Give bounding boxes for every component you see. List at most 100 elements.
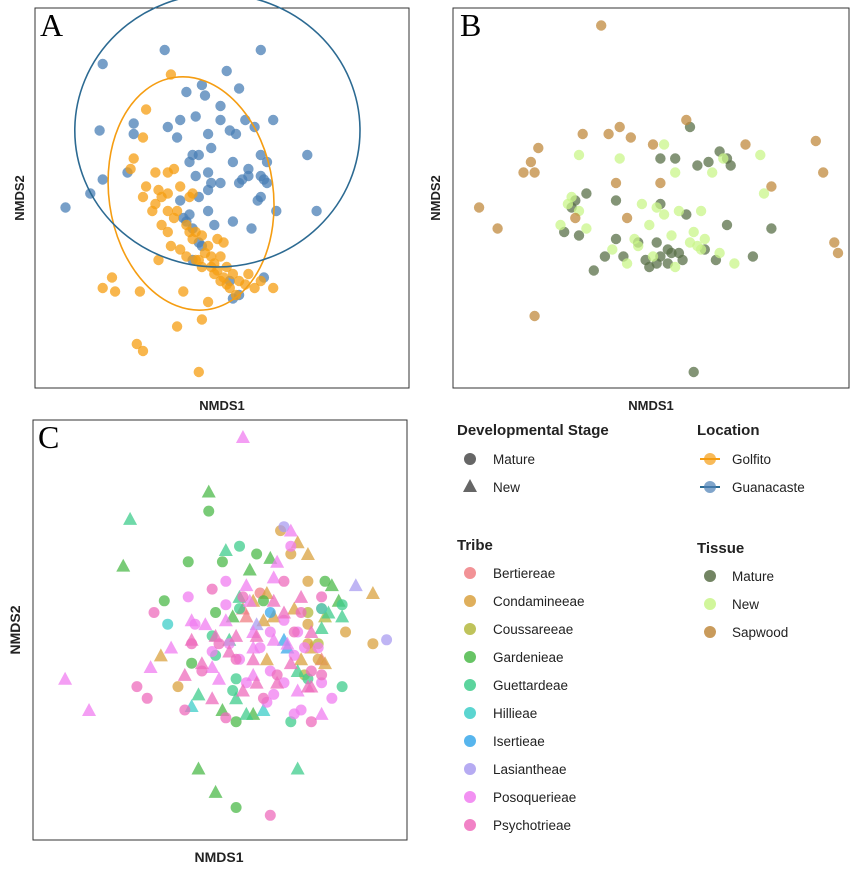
legend-tribe-item: Gardenieae xyxy=(493,650,564,665)
point-new xyxy=(636,198,648,210)
point-gardenieae-triangle xyxy=(191,761,206,775)
legend-tribe-item: Posoquerieae xyxy=(493,790,576,805)
point-new xyxy=(555,219,566,231)
point-posoquerieae-triangle xyxy=(82,703,97,716)
point-golfito xyxy=(147,205,158,217)
point-golfito xyxy=(165,240,177,252)
point-guettardeae-triangle xyxy=(321,605,336,619)
point-guettardeae-triangle xyxy=(314,621,329,635)
legend-tribe-item: Isertieae xyxy=(493,734,545,749)
point-new xyxy=(658,139,670,150)
point-mature xyxy=(610,195,622,206)
point-psychotrieae-triangle xyxy=(249,628,264,642)
point-golfito xyxy=(150,167,161,178)
point-sapwood xyxy=(818,167,829,178)
panel-b-frame xyxy=(452,7,850,389)
point-posoquerieae-circle xyxy=(220,599,232,611)
point-condamineeae-circle xyxy=(302,575,314,587)
point-guettardeae-triangle xyxy=(218,543,233,557)
legend-tribe-item: Bertiereae xyxy=(493,566,555,581)
legend-tissue-sapwood-dot-icon xyxy=(704,626,716,638)
point-golfito xyxy=(209,268,220,280)
panel-c: C NMDS1 NMDS2 xyxy=(7,419,408,865)
point-golfito xyxy=(137,191,149,203)
point-new xyxy=(695,205,707,217)
point-posoquerieae-triangle xyxy=(242,593,257,607)
point-golfito xyxy=(249,282,260,294)
point-psychotrieae-circle xyxy=(179,704,191,716)
point-psychotrieae-triangle xyxy=(205,691,220,705)
point-gardenieae-circle xyxy=(257,595,269,607)
point-psychotrieae-circle xyxy=(141,692,153,704)
point-gardenieae-triangle xyxy=(263,550,278,564)
point-mature xyxy=(655,153,666,164)
legend-tribe-item: Guettardeae xyxy=(493,678,568,693)
point-mature xyxy=(670,153,681,164)
legend-tissue: Tissue Mature New Sapwood xyxy=(697,540,788,640)
point-guanacaste xyxy=(215,177,226,189)
point-new xyxy=(673,205,685,217)
point-psychotrieae-circle xyxy=(257,692,269,704)
legend-tissue-item: Sapwood xyxy=(732,625,788,640)
point-sapwood xyxy=(596,20,607,31)
point-psychotrieae-circle xyxy=(316,669,328,681)
point-psychotrieae-circle xyxy=(305,716,317,728)
point-condamineeae-triangle xyxy=(153,648,168,662)
legend-tribe-lasiantheae-dot-icon xyxy=(464,763,476,775)
legend-tribe-title: Tribe xyxy=(457,537,493,554)
point-mature xyxy=(747,251,759,262)
point-mature xyxy=(725,160,736,171)
point-golfito xyxy=(175,181,186,192)
point-golfito xyxy=(202,296,214,308)
point-mature xyxy=(644,261,655,273)
point-guettardeae-triangle xyxy=(335,609,350,623)
point-posoquerieae-triangle xyxy=(143,660,158,674)
point-posoquerieae-triangle xyxy=(270,554,285,568)
point-guanacaste xyxy=(206,142,217,154)
point-gardenieae-triangle xyxy=(324,578,339,592)
point-golfito xyxy=(125,163,136,175)
point-guanacaste xyxy=(227,156,239,168)
point-golfito xyxy=(199,247,211,259)
point-golfito xyxy=(268,282,279,294)
point-psychotrieae-circle xyxy=(237,591,249,603)
point-condamineeae-circle xyxy=(312,653,324,665)
point-mature xyxy=(599,251,611,262)
point-guanacaste xyxy=(252,195,263,206)
point-new xyxy=(695,244,707,255)
point-posoquerieae-triangle xyxy=(266,632,281,646)
legend-tissue-new-dot-icon xyxy=(704,598,716,610)
point-golfito xyxy=(215,275,226,287)
point-new xyxy=(688,226,699,238)
point-new xyxy=(658,209,670,220)
point-posoquerieae-triangle xyxy=(280,636,295,650)
point-posoquerieae-triangle xyxy=(198,617,213,631)
point-golfito xyxy=(153,254,164,266)
ellipse-golfito xyxy=(107,76,275,311)
point-guanacaste xyxy=(224,125,235,136)
point-new xyxy=(729,258,740,269)
point-psychotrieae-circle xyxy=(295,607,307,618)
point-posoquerieae-triangle xyxy=(314,706,329,720)
point-mature xyxy=(703,156,714,168)
point-guanacaste xyxy=(202,205,214,217)
legend-guanacaste-dot-icon xyxy=(704,481,716,493)
point-psychotrieae-triangle xyxy=(229,628,244,642)
point-new xyxy=(562,198,574,210)
point-guanacaste xyxy=(162,121,173,133)
point-psychotrieae-triangle xyxy=(246,652,261,666)
point-sapwood xyxy=(518,167,529,178)
point-guettardeae-triangle xyxy=(239,706,254,720)
point-mature xyxy=(581,188,592,199)
point-posoquerieae-triangle xyxy=(235,430,250,443)
legend-developmental-stage-item: New xyxy=(493,480,520,495)
point-posoquerieae-triangle xyxy=(184,613,199,627)
point-posoquerieae-triangle xyxy=(283,523,298,537)
point-new xyxy=(707,167,718,178)
legend-tribe-posoquerieae-dot-icon xyxy=(464,791,476,803)
point-sapwood xyxy=(810,135,821,147)
panel-b-y-axis-label: NMDS2 xyxy=(428,175,443,221)
point-guanacaste xyxy=(209,219,220,231)
point-gardenieae-triangle xyxy=(116,558,131,572)
